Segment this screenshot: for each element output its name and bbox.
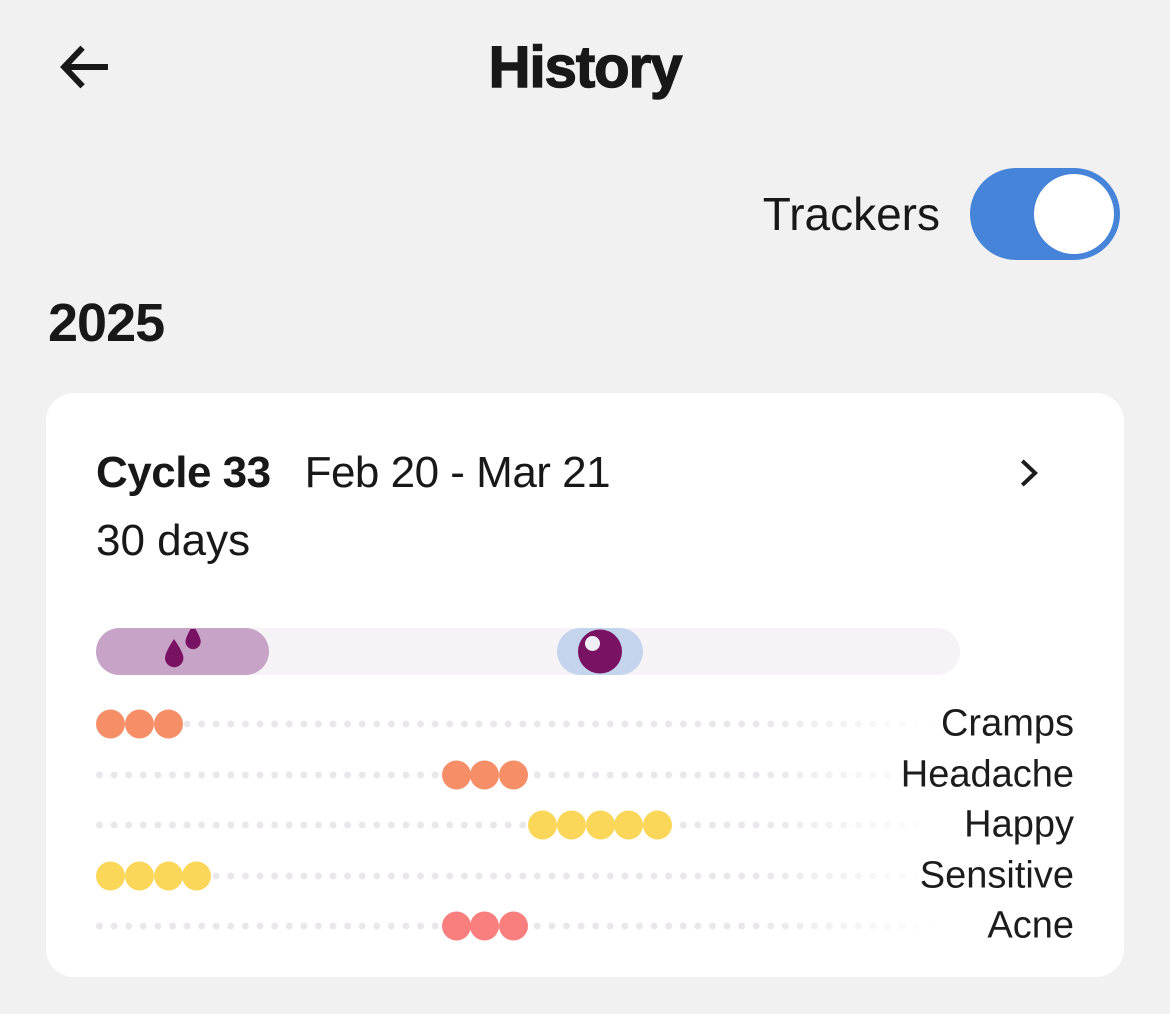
- trackers-toggle[interactable]: [970, 168, 1120, 260]
- tracker-dot: [124, 709, 154, 739]
- cycle-duration: 30 days: [96, 516, 251, 565]
- tracker-dot: [153, 861, 183, 891]
- cycle-card-header[interactable]: Cycle 33 Feb 20 - Mar 21: [96, 448, 1074, 498]
- tracker-label: Sensitive: [919, 854, 1074, 897]
- tracker-row: Acne: [96, 901, 1083, 952]
- tracker-dot: [153, 709, 183, 739]
- page-title: History: [488, 34, 683, 100]
- cycle-date-range: Feb 20 - Mar 21: [304, 448, 611, 497]
- dotted-track: [96, 720, 944, 728]
- period-segment: [96, 628, 269, 675]
- tracker-dot: [441, 760, 471, 790]
- tracker-label: Acne: [987, 904, 1074, 947]
- arrow-left-icon: [54, 38, 116, 96]
- back-button[interactable]: [50, 34, 120, 100]
- tracker-dot: [182, 861, 212, 891]
- cycle-name: Cycle 33: [96, 448, 271, 497]
- tracker-row: Happy: [96, 800, 1083, 851]
- cycle-phase-bar: [96, 628, 960, 675]
- tracker-row: Headache: [96, 750, 1083, 801]
- ovum-icon: [577, 629, 622, 674]
- tracker-dot: [95, 861, 125, 891]
- tracker-dot: [470, 760, 500, 790]
- tracker-dot: [585, 810, 615, 840]
- tracker-label: Happy: [964, 803, 1074, 846]
- tracker-dot: [124, 861, 154, 891]
- tracker-dot: [95, 709, 125, 739]
- tracker-dot: [499, 911, 529, 941]
- tracker-dot: [470, 911, 500, 941]
- tracker-label: Cramps: [940, 702, 1074, 745]
- tracker-dot: [643, 810, 673, 840]
- tracker-row: Cramps: [95, 699, 1083, 750]
- tracker-dot: [556, 810, 586, 840]
- tracker-row: Sensitive: [95, 851, 1083, 902]
- blood-drops-icon: [165, 628, 202, 667]
- tracker-rows: Cramps Headache Happy Sensitive Acne: [95, 699, 1083, 952]
- tracker-dot: [527, 810, 557, 840]
- trackers-label: Trackers: [762, 188, 940, 240]
- dotted-track: [96, 821, 944, 829]
- ovulation-segment: [556, 628, 644, 675]
- tracker-dot: [441, 911, 471, 941]
- trackers-toggle-row: Trackers: [763, 168, 1120, 260]
- toggle-knob: [1034, 174, 1114, 254]
- chevron-right-icon[interactable]: [1006, 446, 1050, 500]
- tracker-label: Headache: [900, 753, 1074, 796]
- cycle-card[interactable]: Cycle 33 Feb 20 - Mar 21 30 days Cramps H…: [46, 393, 1124, 977]
- tracker-dot: [499, 760, 529, 790]
- tracker-dot: [614, 810, 644, 840]
- year-heading: 2025: [48, 293, 165, 353]
- dotted-track: [96, 872, 944, 880]
